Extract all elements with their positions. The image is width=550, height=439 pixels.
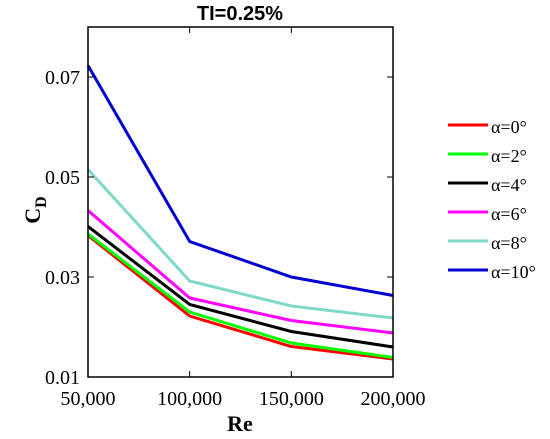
legend-label-alpha-0: α=0° [491,117,527,137]
x-tick-label: 200,000 [361,388,426,410]
y-tick-label: 0.05 [45,167,80,189]
chart-title: TI=0.25% [197,3,283,25]
legend-label-alpha-4: α=4° [491,175,527,195]
series-line-alpha-8 [86,168,394,320]
legend-label-alpha-6: α=6° [491,204,527,224]
x-tick-label: 150,000 [259,388,324,410]
legend-label-alpha-8: α=8° [491,233,527,253]
y-tick-label: 0.07 [45,67,80,89]
legend-label-alpha-10: α=10° [491,262,536,282]
series-line-alpha-10 [86,64,394,297]
y-axis-label: CD [20,196,50,223]
series-line-alpha-2 [87,232,394,359]
x-tick-label: 100,000 [157,388,222,410]
series-line-alpha-6 [87,209,394,335]
x-tick-label: 50,000 [61,388,116,410]
y-axis-label-sub: D [33,196,50,208]
legend-box [440,110,545,280]
plot-frame [87,26,394,378]
legend-label-alpha-2: α=2° [491,146,527,166]
legend: α=0° α=2° α=4° α=6° α=8° α=10° [440,110,545,282]
x-axis-label: Re [227,411,253,436]
series-line-alpha-0 [87,234,394,361]
y-tick-label: 0.01 [45,367,80,389]
y-axis-label-main: C [20,208,45,224]
series-line-alpha-4 [87,225,394,349]
y-tick-label: 0.03 [45,267,80,289]
